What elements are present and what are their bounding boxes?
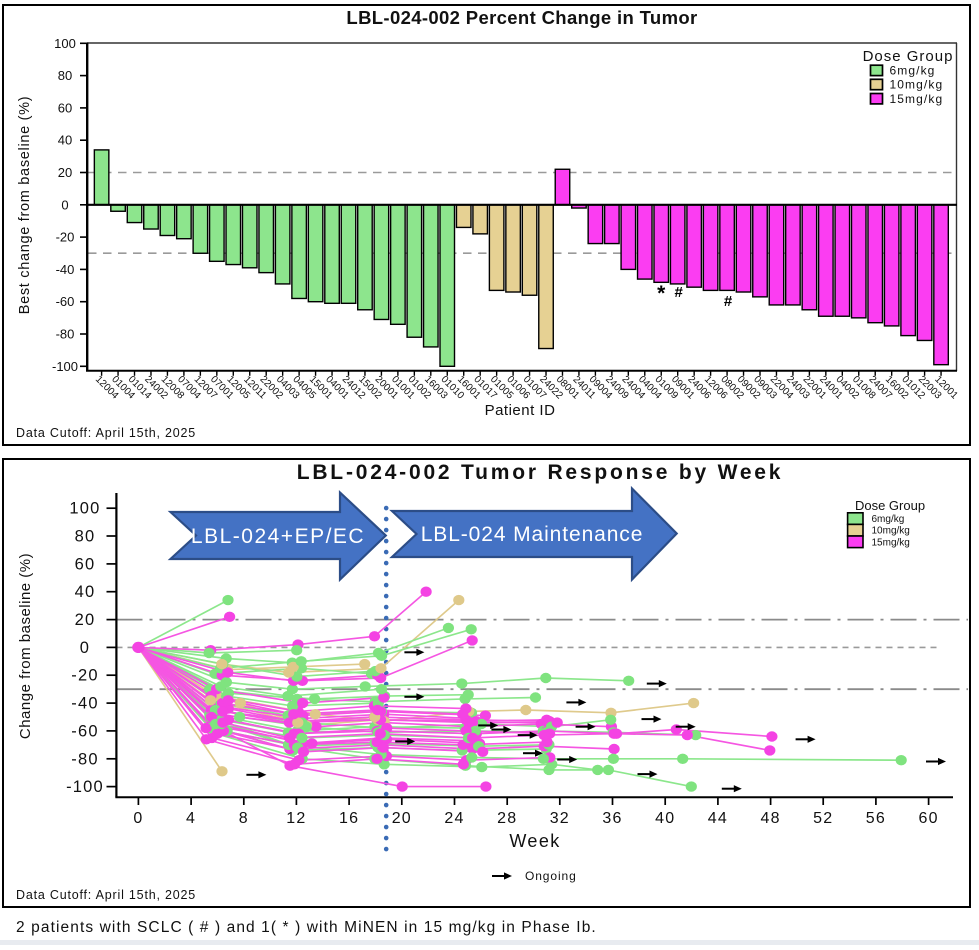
svg-text:48: 48 [760,810,780,827]
svg-text:80: 80 [75,528,96,546]
svg-text:32: 32 [550,810,570,827]
svg-text:0: 0 [133,810,143,827]
svg-text:*: * [657,282,666,305]
svg-text:100: 100 [69,500,100,518]
svg-text:24: 24 [444,810,464,827]
svg-text:-60: -60 [71,722,98,740]
svg-text:Dose Group: Dose Group [855,498,925,513]
svg-text:LBL-024-002 Tumor Response by: LBL-024-002 Tumor Response by Week [297,461,784,484]
svg-text:56: 56 [866,810,886,827]
svg-text:44: 44 [708,810,728,827]
svg-text:-100: -100 [52,359,78,374]
svg-text:40: 40 [655,810,675,827]
svg-text:15mg/kg: 15mg/kg [872,537,910,548]
svg-text:-20: -20 [56,230,75,245]
svg-text:-40: -40 [56,262,75,277]
svg-text:6mg/kg: 6mg/kg [872,514,905,525]
svg-text:16: 16 [339,810,359,827]
svg-text:4: 4 [186,810,196,827]
svg-text:LBL-024-002 Percent Change in: LBL-024-002 Percent Change in Tumor [346,7,697,28]
svg-text:20: 20 [58,165,72,180]
svg-text:Dose Group: Dose Group [863,48,954,65]
svg-text:40: 40 [58,133,72,148]
svg-text:-80: -80 [71,750,98,768]
svg-text:12: 12 [286,810,306,827]
svg-text:8: 8 [239,810,249,827]
svg-text:60: 60 [918,810,938,827]
svg-text:20: 20 [75,611,96,629]
svg-text:80: 80 [58,68,72,83]
svg-text:10mg/kg: 10mg/kg [872,526,910,537]
svg-text:Ongoing: Ongoing [525,869,577,883]
svg-text:LBL-024 Maintenance: LBL-024 Maintenance [421,523,644,546]
svg-text:-60: -60 [56,294,75,309]
svg-text:0: 0 [61,197,68,212]
svg-text:-40: -40 [71,695,98,713]
svg-text:15mg/kg: 15mg/kg [890,92,944,106]
svg-text:52: 52 [813,810,833,827]
svg-text:40: 40 [75,583,96,601]
svg-text:36: 36 [602,810,622,827]
svg-text:Week: Week [509,831,560,851]
svg-text:100: 100 [54,36,76,51]
svg-text:LBL-024+EP/EC: LBL-024+EP/EC [191,525,365,548]
svg-text:28: 28 [497,810,517,827]
svg-text:-20: -20 [71,667,98,685]
svg-text:#: # [724,293,733,310]
svg-text:Data Cutoff: April 15th, 2025: Data Cutoff: April 15th, 2025 [16,888,196,902]
svg-text:Patient ID: Patient ID [485,402,556,419]
svg-text:-80: -80 [56,327,75,342]
svg-text:20: 20 [392,810,412,827]
svg-text:#: # [675,284,684,301]
svg-text:2 patients with SCLC ( # ) and: 2 patients with SCLC ( # ) and 1( * ) wi… [16,919,597,936]
svg-text:-100: -100 [66,778,104,796]
svg-text:10mg/kg: 10mg/kg [890,78,944,92]
svg-text:Best change from baseline (%): Best change from baseline (%) [17,96,33,315]
svg-text:60: 60 [58,100,72,115]
svg-text:6mg/kg: 6mg/kg [890,64,936,78]
svg-text:Change from baseline (%): Change from baseline (%) [17,553,34,739]
svg-text:0: 0 [80,639,90,657]
svg-text:60: 60 [75,555,96,573]
svg-text:Data Cutoff: April 15th, 2025: Data Cutoff: April 15th, 2025 [16,426,196,440]
